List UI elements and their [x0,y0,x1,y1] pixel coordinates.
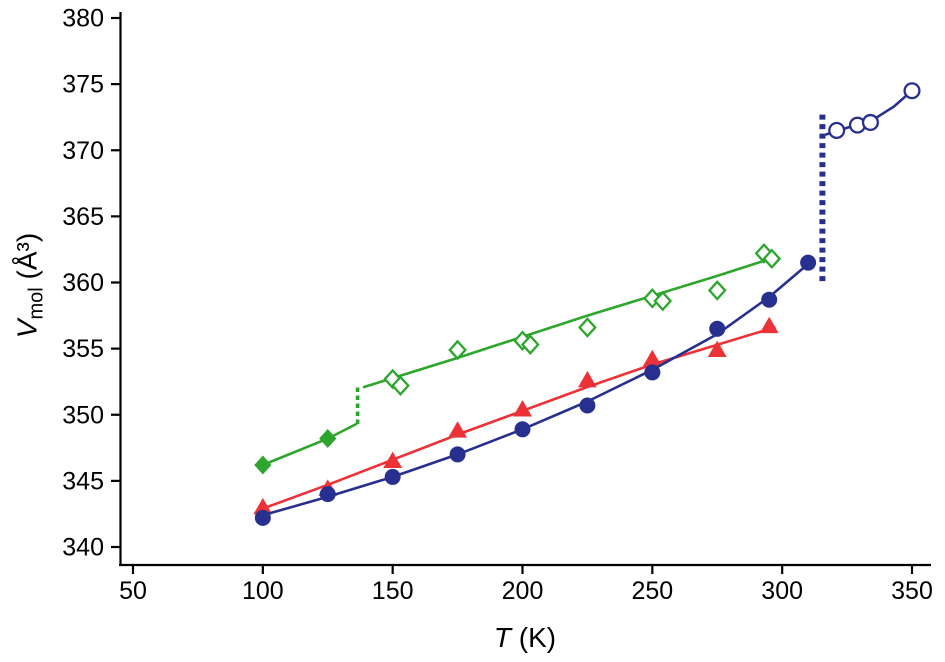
data-point-circle [579,397,596,414]
y-axis-units: (Å³) [11,232,43,288]
green-filled-diamonds-low-T [254,422,358,475]
y-tick-label: 340 [62,534,104,562]
data-point-circle [800,254,817,271]
x-tick-label: 150 [372,577,414,605]
y-axis-title: Vmol (Å³) [12,116,49,456]
tick-labels: 50 100 150 200 250 300 350 340 345 350 355 360 365 37… [62,5,933,606]
data-point-diamond [254,455,272,475]
data-point-triangle [513,400,532,417]
data-point-diamond [754,243,774,264]
x-tick-label: 300 [761,577,803,605]
data-point-triangle [642,349,662,367]
y-tick-label: 365 [62,203,104,231]
x-axis-symbol: T [493,622,511,653]
y-tick-label: 355 [62,335,104,363]
data-point-circle [761,291,778,308]
x-axis-title: T (K) [335,622,715,654]
blue-filled-circles-low-T [254,254,817,526]
data-point-diamond [391,375,410,396]
y-tick-label: 380 [62,5,104,33]
data-point-circle [903,82,921,100]
green-open-diamonds-high-T [362,243,782,396]
data-point-triangle [759,316,779,334]
data-point-circle [514,421,531,438]
x-axis-units: (K) [511,622,557,653]
data-point-circle [449,446,466,463]
data-point-circle [828,121,846,139]
data-point-diamond [578,317,597,338]
data-point-circle [644,364,661,381]
data-point-diamond [448,339,467,361]
data-point-triangle [707,340,727,357]
data-point-diamond [762,248,782,270]
blue-open-circles-high-T [824,82,921,139]
x-tick-label: 100 [242,577,284,605]
data-point-circle [709,320,726,337]
data-point-diamond [653,290,673,312]
data-point-diamond [520,334,540,355]
y-tick-label: 360 [62,269,104,297]
x-tick-label: 200 [502,577,544,605]
y-tick-label: 350 [62,401,104,429]
data-point-circle [861,113,880,132]
y-tick-label: 375 [62,71,104,99]
red-filled-triangles [253,316,779,515]
data-point-circle [254,509,271,526]
data-point-triangle [448,421,468,438]
data-point-diamond [707,280,727,301]
x-tick-label: 50 [119,577,147,605]
data-point-diamond [383,368,403,390]
y-tick-label: 345 [62,467,104,495]
y-axis-subscript: mol [25,287,48,320]
data-point-circle [384,468,401,485]
y-axis-symbol: V [11,319,43,339]
data-point-triangle [383,451,403,469]
data-point-diamond [319,429,337,449]
x-tick-label: 350 [891,577,933,605]
y-tick-label: 370 [62,137,104,165]
x-tick-label: 250 [631,577,673,605]
axes [111,12,931,574]
data-point-circle [319,486,336,503]
data-point-triangle [577,370,597,388]
